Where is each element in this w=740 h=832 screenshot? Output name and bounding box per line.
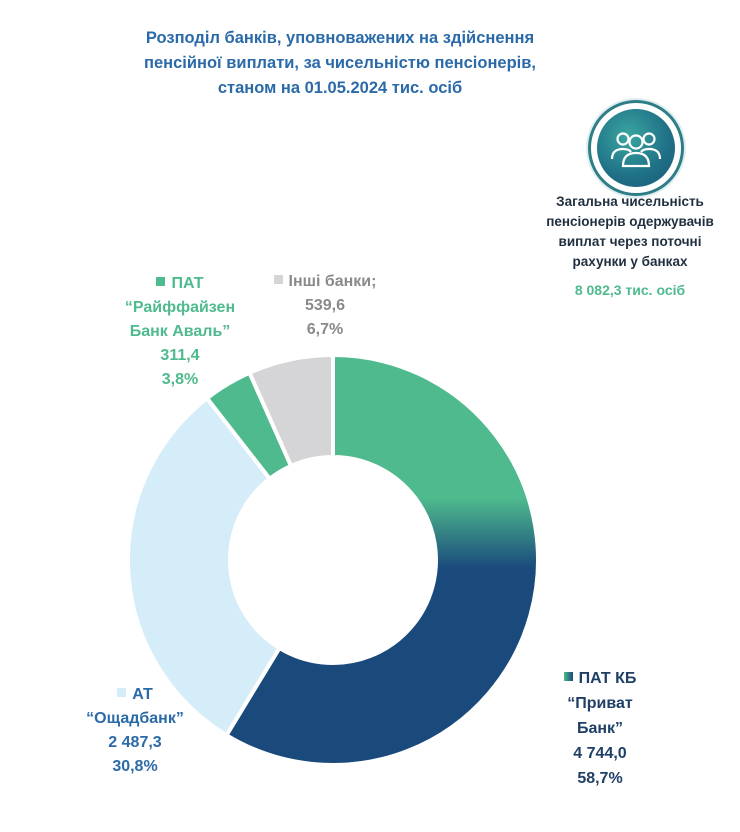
label-raiffeisen-name: ПАТ — [171, 275, 204, 292]
total-label-line: Загальна чисельність — [556, 194, 704, 209]
label-raiffeisen-value: 311,4 — [160, 347, 200, 364]
label-oshchadbank-percent: 30,8% — [112, 758, 158, 775]
legend-marker-other-banks — [273, 275, 283, 285]
label-raiffeisen-name: Банк Аваль” — [129, 323, 231, 340]
chart-title-line: Розподіл банків, уповноважених на здійсн… — [145, 29, 535, 47]
label-raiffeisen-name: “Райффайзен — [124, 299, 236, 316]
label-oshchadbank-value: 2 487,3 — [108, 734, 162, 751]
chart-title-line: пенсійної виплати, за чисельністю пенсіо… — [144, 54, 536, 72]
label-other-banks: Інші банки; 539,6 6,7% — [250, 270, 400, 342]
label-oshchadbank-name: “Ощадбанк” — [86, 710, 184, 727]
slice-privatbank — [224, 353, 540, 767]
slice-other-banks — [247, 353, 335, 468]
legend-marker-raiffeisen — [156, 277, 166, 287]
chart-title-line: станом на 01.05.2024 тис. осіб — [217, 79, 463, 97]
slice-oshchadbank — [126, 396, 282, 738]
label-other-banks-percent: 6,7% — [306, 321, 344, 338]
total-label: Загальна чисельність пенсіонерів одержув… — [530, 192, 730, 272]
label-other-banks-value: 539,6 — [304, 297, 346, 314]
people-group-icon — [597, 109, 675, 187]
chart-title: Розподіл банків, уповноважених на здійсн… — [120, 26, 560, 101]
label-privatbank-name: “Приват — [567, 695, 633, 712]
label-raiffeisen: ПАТ “Райффайзен Банк Аваль” 311,4 3,8% — [90, 272, 270, 392]
total-label-line: виплат через поточні — [558, 234, 702, 249]
legend-marker-privatbank — [563, 672, 573, 682]
total-icon-badge — [588, 100, 684, 196]
label-oshchadbank: АТ “Ощадбанк” 2 487,3 30,8% — [50, 683, 220, 779]
label-oshchadbank-name: АТ — [132, 686, 153, 703]
label-privatbank-value: 4 744,0 — [573, 745, 627, 762]
label-privatbank-name: Банк” — [576, 720, 624, 737]
total-label-line: пенсіонерів одержувачів — [546, 214, 714, 229]
label-privatbank-name: ПАТ КБ — [578, 670, 637, 687]
label-other-banks-name: Інші банки; — [288, 273, 377, 290]
label-privatbank-percent: 58,7% — [577, 770, 623, 787]
label-raiffeisen-percent: 3,8% — [161, 371, 199, 388]
total-value: 8 082,3 тис. осіб — [574, 282, 686, 298]
total-label-line: рахунки у банках — [572, 254, 688, 269]
label-privatbank: ПАТ КБ “Приват Банк” 4 744,0 58,7% — [530, 666, 670, 791]
legend-marker-oshchadbank — [117, 688, 127, 698]
